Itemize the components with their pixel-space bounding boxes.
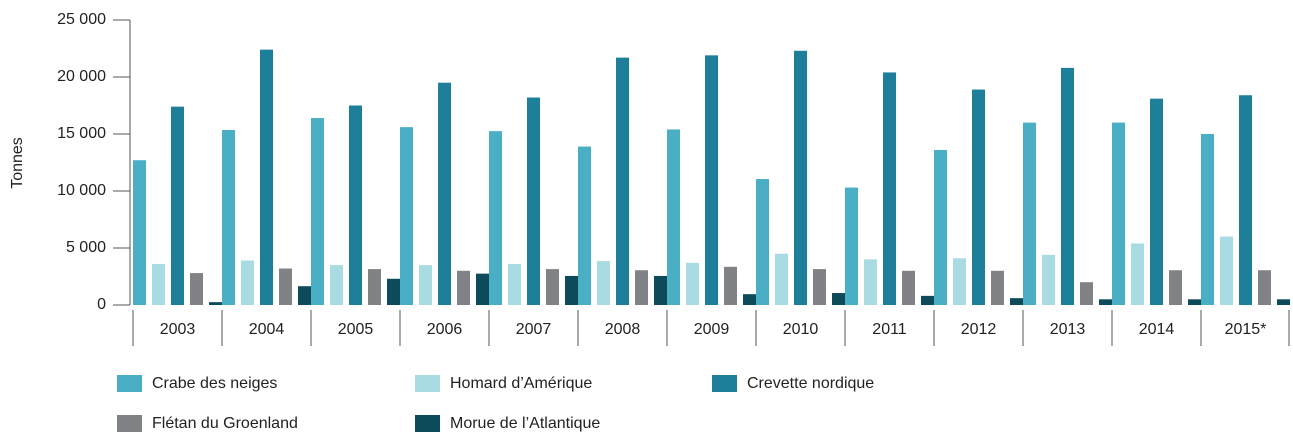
bar bbox=[171, 106, 184, 305]
bar bbox=[400, 127, 413, 305]
bar bbox=[667, 129, 680, 305]
x-tick-label: 2010 bbox=[783, 321, 819, 338]
bar bbox=[279, 268, 292, 305]
x-tick-label: 2015* bbox=[1225, 321, 1267, 338]
y-tick-label: 0 bbox=[97, 296, 106, 313]
bar bbox=[794, 50, 807, 305]
bar bbox=[883, 72, 896, 305]
bar bbox=[546, 269, 559, 305]
bar bbox=[368, 269, 381, 305]
bar bbox=[1112, 122, 1125, 305]
bar bbox=[1169, 270, 1182, 305]
x-tick-label: 2009 bbox=[694, 321, 730, 338]
legend-swatch bbox=[415, 415, 440, 432]
bar bbox=[241, 260, 254, 305]
x-tick-label: 2008 bbox=[605, 321, 641, 338]
bar bbox=[934, 149, 947, 305]
x-tick-label: 2012 bbox=[961, 321, 997, 338]
bar bbox=[311, 118, 324, 305]
bar bbox=[1220, 236, 1233, 305]
bar bbox=[1188, 299, 1201, 305]
bar bbox=[1239, 95, 1252, 306]
y-tick-label: 10 000 bbox=[57, 182, 106, 199]
x-tick-label: 2011 bbox=[872, 321, 907, 338]
bar bbox=[1042, 254, 1055, 305]
bar bbox=[387, 278, 400, 305]
x-tick-label: 2005 bbox=[338, 321, 374, 338]
bar bbox=[222, 130, 235, 305]
bar bbox=[209, 302, 222, 305]
bar bbox=[775, 253, 788, 305]
legend-label: Crevette nordique bbox=[747, 375, 874, 392]
y-tick-label: 5 000 bbox=[66, 239, 106, 256]
bar bbox=[1277, 299, 1290, 305]
bar bbox=[972, 89, 985, 305]
legend-label: Flétan du Groenland bbox=[152, 415, 298, 432]
bar bbox=[489, 131, 502, 305]
x-tick-label: 2006 bbox=[427, 321, 463, 338]
bar bbox=[921, 295, 934, 305]
bar bbox=[457, 270, 470, 305]
bar bbox=[902, 270, 915, 305]
bar bbox=[1099, 299, 1112, 305]
legend-label: Homard d’Amérique bbox=[450, 375, 592, 392]
y-axis-label: Tonnes bbox=[9, 137, 26, 189]
bar bbox=[1061, 67, 1074, 305]
bar bbox=[845, 187, 858, 305]
x-tick-label: 2014 bbox=[1139, 321, 1175, 338]
x-tick-label: 2003 bbox=[160, 321, 196, 338]
x-tick-label: 2007 bbox=[516, 321, 552, 338]
legend-swatch bbox=[415, 375, 440, 392]
bar bbox=[190, 273, 203, 305]
bar bbox=[597, 261, 610, 305]
legend-swatch bbox=[117, 375, 142, 392]
bar bbox=[953, 258, 966, 305]
legend-swatch bbox=[117, 415, 142, 432]
bar bbox=[565, 275, 578, 305]
legend-label: Morue de l’Atlantique bbox=[450, 415, 600, 432]
bar bbox=[616, 57, 629, 306]
x-tick-label: 2004 bbox=[249, 321, 285, 338]
bar bbox=[419, 265, 432, 305]
bar bbox=[724, 266, 737, 305]
bar bbox=[330, 265, 343, 305]
bar bbox=[743, 294, 756, 305]
bar bbox=[756, 179, 769, 305]
bar bbox=[1150, 98, 1163, 305]
bar bbox=[476, 273, 489, 305]
bar bbox=[991, 270, 1004, 305]
bar bbox=[152, 263, 165, 305]
y-tick-label: 25 000 bbox=[57, 11, 106, 28]
bar bbox=[527, 97, 540, 306]
bar bbox=[1258, 270, 1271, 305]
bar bbox=[635, 270, 648, 305]
bar bbox=[133, 160, 146, 305]
bar bbox=[349, 105, 362, 305]
bar bbox=[298, 286, 311, 305]
bar bbox=[1131, 243, 1144, 305]
bar bbox=[438, 82, 451, 305]
bar bbox=[1080, 282, 1093, 305]
bar bbox=[1201, 134, 1214, 305]
x-tick-label: 2013 bbox=[1050, 321, 1086, 338]
bar bbox=[1010, 298, 1023, 305]
bar bbox=[578, 146, 591, 305]
legend-label: Crabe des neiges bbox=[152, 375, 277, 392]
bar bbox=[686, 262, 699, 305]
bar bbox=[654, 275, 667, 305]
bar bbox=[705, 55, 718, 306]
legend-swatch bbox=[712, 375, 737, 392]
bar bbox=[260, 49, 273, 305]
bar bbox=[813, 269, 826, 305]
y-tick-label: 20 000 bbox=[57, 68, 106, 85]
y-tick-label: 15 000 bbox=[57, 125, 106, 142]
bar bbox=[508, 263, 521, 305]
bar bbox=[832, 293, 845, 305]
bar bbox=[1023, 122, 1036, 305]
bar bbox=[864, 259, 877, 305]
